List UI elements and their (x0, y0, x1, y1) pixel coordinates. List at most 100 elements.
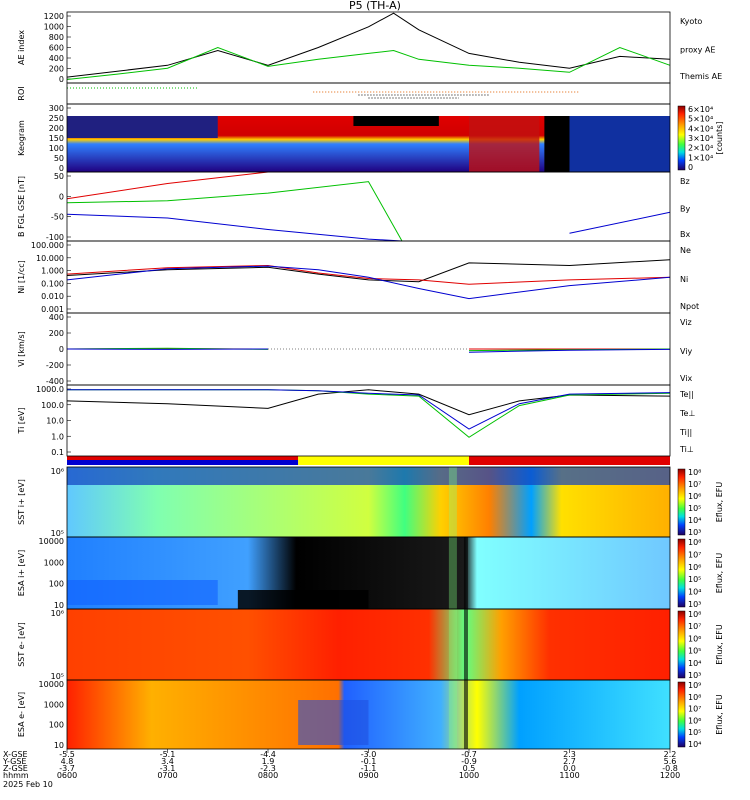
ytick-esa_e: 10000 (39, 680, 64, 689)
footer-value-t: 1100 (559, 771, 579, 780)
footer-value-t: 0700 (157, 771, 177, 780)
ytick-esa_e: 1000 (44, 700, 64, 709)
ylabel-vi: Vi [km/s] (17, 331, 26, 367)
ytick-ti: 10.0 (46, 417, 64, 426)
colorbar-tick-keogram: 6×10⁴ (688, 105, 713, 114)
ytick-esa_e: 10 (54, 741, 64, 750)
magnetopause-crossing (448, 467, 457, 749)
colorbar-unit-keogram: [counts] (715, 122, 724, 155)
ytick-sst_e: 10⁵ (51, 672, 64, 681)
legend-bfgl: Bz (680, 177, 690, 186)
esa-i-low-band (67, 580, 218, 605)
ytick-ni: 0.010 (41, 292, 64, 301)
legend-ti: Te⊥ (679, 409, 695, 418)
panel-frame-roi (66, 82, 671, 105)
chart-title: P5 (TH-A) (349, 0, 401, 12)
keogram-segment-4 (569, 116, 670, 172)
series-bfgl-bx (66, 211, 671, 242)
legend-bfgl: Bx (680, 230, 690, 239)
footer-value-y: 2.7 (563, 757, 576, 766)
colorbar-tick-sst_e: 10⁸ (688, 610, 701, 619)
ytick-vi: -200 (46, 361, 64, 370)
legend-ae: proxy AE (680, 46, 715, 55)
footer-value-y: 1.9 (262, 757, 275, 766)
footer-value-y: 5.6 (664, 757, 677, 766)
legend-ae: Kyoto (680, 17, 702, 26)
ytick-bfgl: -100 (46, 233, 64, 242)
colorbar-tick-sst_e: 10³ (688, 671, 701, 680)
ytick-esa_i: 10000 (39, 537, 64, 546)
colorbar-tick-esa_e: 10⁸ (688, 693, 701, 702)
ytick-ni: 100.000 (31, 241, 64, 250)
ytick-keogram: 100 (49, 144, 64, 153)
footer-value-z: -3.1 (160, 764, 176, 773)
footer-value-t: 1200 (660, 771, 680, 780)
colorbar-tick-sst_e: 10⁵ (688, 647, 701, 656)
series-ti-ti (67, 389, 671, 430)
keogram-segment-3 (469, 116, 540, 172)
colorbar-tick-sst_i: 10⁵ (688, 504, 701, 513)
ytick-esa_i: 100 (49, 580, 64, 589)
series-ni-npot (66, 265, 671, 300)
series-ae-themisae (66, 12, 671, 78)
colorbar-tick-esa_i: 10⁴ (688, 588, 701, 597)
colorbar-tick-keogram: 2×10⁴ (688, 144, 713, 153)
colorbar-tick-sst_e: 10⁶ (688, 634, 701, 643)
ytick-ni: 0.001 (41, 305, 64, 314)
ylabel-sst_i: SST i+ [eV] (17, 479, 26, 525)
colorbar-tick-esa_e: 10⁵ (688, 728, 701, 737)
ytick-ti: 0.1 (51, 448, 64, 457)
ytick-ni: 0.100 (41, 279, 64, 288)
colorbar-esa_e (677, 681, 686, 748)
ylabel-esa_e: ESA e- [eV] (17, 692, 26, 737)
ytick-esa_e: 100 (49, 721, 64, 730)
series-ae-kyotoproxyae (66, 46, 671, 80)
keogram-dark-top (67, 116, 218, 138)
esa-e-blue-region (298, 700, 369, 745)
ytick-bfgl: 0 (59, 192, 64, 201)
colorbar-tick-sst_e: 10⁷ (688, 622, 701, 631)
footer-row-label: X-GSE (3, 750, 28, 759)
keogram-gap (353, 116, 439, 126)
ylabel-ae: AE index (17, 30, 26, 65)
colorbar-tick-esa_i: 10⁶ (688, 563, 701, 572)
sst-i-high-energy-band (67, 467, 670, 485)
ytick-esa_i: 10 (54, 601, 64, 610)
ylabel-roi: ROI (17, 86, 26, 100)
ytick-keogram: 150 (49, 134, 64, 143)
footer-value-y: 3.4 (161, 757, 174, 766)
colorbar-tick-esa_e: 10⁷ (688, 705, 701, 714)
footer-value-x: -5.1 (160, 750, 176, 759)
series-bfgl-bz (66, 171, 402, 200)
footer-value-t: 0900 (358, 771, 378, 780)
series-bfgl-by (67, 172, 670, 241)
footer-value-t: 0800 (258, 771, 278, 780)
footer-value-z: -2.3 (260, 764, 276, 773)
footer-value-x: -0.7 (461, 750, 477, 759)
legend-ni: Ni (680, 275, 688, 284)
footer-row-label: hhmm (3, 771, 29, 780)
ytick-ae: 0 (59, 75, 64, 84)
colorbar-tick-esa_i: 10⁷ (688, 550, 701, 559)
series-ti-ti (67, 389, 671, 438)
legend-vi: Vix (680, 374, 693, 383)
legend-ti: Te|| (679, 390, 694, 399)
ytick-ae: 1200 (44, 12, 64, 21)
colorbar-unit-sst_i: Eflux, EFU (715, 482, 724, 523)
ytick-ae: 800 (49, 33, 64, 42)
footer-value-z: -0.8 (662, 764, 678, 773)
ytick-vi: 200 (49, 329, 64, 338)
legend-ti: Ti|| (679, 428, 692, 437)
ytick-sst_i: 10⁵ (51, 529, 64, 538)
colorbar-unit-esa_e: Eflux, EFU (715, 694, 724, 735)
colorbar-esa_i (677, 538, 686, 608)
colorbar-unit-sst_e: Eflux, EFU (715, 624, 724, 665)
ylabel-esa_i: ESA i+ [eV] (17, 550, 26, 596)
ytick-esa_i: 1000 (44, 558, 64, 567)
panel-frame-ti (66, 384, 671, 457)
ytick-vi: -400 (46, 377, 64, 386)
colorbar-sst_i (677, 468, 686, 536)
legend-vi: Viz (680, 318, 692, 327)
footer-value-z: -3.7 (59, 764, 75, 773)
colorbar-tick-sst_i: 10⁶ (688, 492, 701, 501)
